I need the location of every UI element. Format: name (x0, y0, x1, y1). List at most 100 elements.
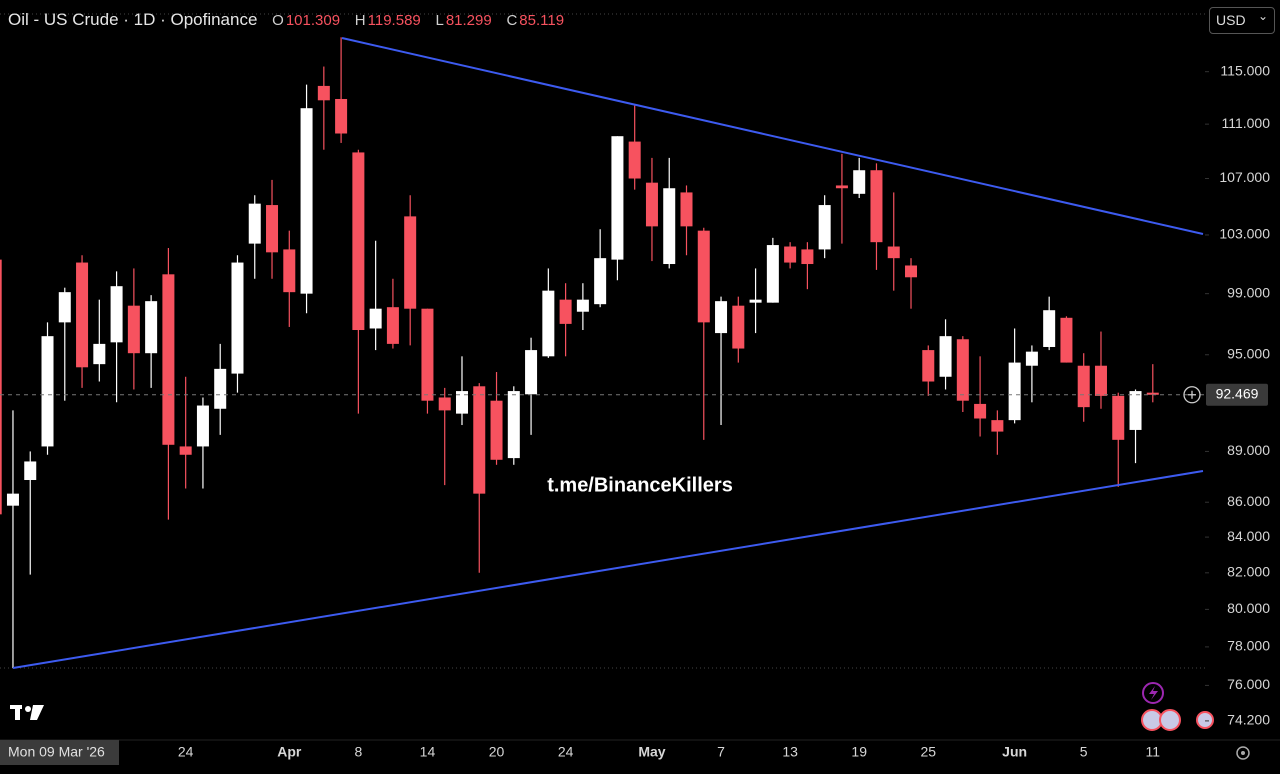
x-tick-label: 11 (1146, 744, 1161, 760)
x-tick-label: 13 (782, 744, 798, 760)
candle-body (853, 170, 866, 194)
x-tick-label: 19 (851, 744, 867, 760)
event-icons (1141, 682, 1214, 731)
candle-body (0, 259, 2, 515)
candle-body (490, 400, 503, 460)
candle-body (1043, 310, 1056, 347)
candle-body (939, 336, 952, 377)
y-tick-label: 99.000 (1227, 284, 1270, 300)
candle-body (576, 299, 589, 312)
candle-body (663, 188, 676, 265)
candle-body (559, 299, 572, 324)
y-tick-label: 84.000 (1227, 528, 1270, 544)
currency-select[interactable]: USD (1209, 4, 1275, 34)
symbol-title: Oil - US Crude · 1D · Opofinance (8, 10, 258, 29)
candle-body (835, 185, 848, 189)
y-tick-label: 80.000 (1227, 600, 1270, 616)
candle-body (749, 299, 762, 303)
candle-body (214, 368, 227, 409)
candle-body (369, 308, 382, 329)
candle-body (628, 141, 641, 179)
ohlc-value: 119.589 (367, 12, 421, 29)
ohlc-key: O (272, 12, 284, 29)
x-tick-label: 24 (178, 744, 194, 760)
candle-body (6, 493, 19, 506)
ohlc-value: 81.299 (445, 12, 492, 29)
candle-body (58, 292, 71, 323)
y-tick-label: 107.000 (1219, 169, 1270, 185)
ohlc-value: 101.309 (285, 12, 341, 29)
candle-body (766, 245, 779, 303)
y-tick-label: 115.000 (1220, 62, 1270, 78)
candle-body (715, 301, 728, 334)
candle-body (542, 290, 555, 357)
ohlc-key: C (506, 12, 518, 29)
x-tick-label: Apr (277, 744, 302, 760)
y-tick-label: 74.200 (1227, 712, 1270, 728)
candle-body (1112, 395, 1125, 440)
candle-body (887, 246, 900, 259)
candle-body (732, 305, 745, 349)
candle-body (525, 350, 538, 395)
candle-body (404, 216, 417, 309)
candle-body (680, 192, 693, 227)
candle-body (507, 391, 520, 459)
candle-body (1025, 351, 1038, 366)
candle-body (317, 85, 330, 101)
candle-body (110, 286, 123, 343)
last-price-box (1206, 383, 1268, 406)
symbol-header: Oil - US Crude · 1D · Opofinance O 101.30… (8, 10, 564, 30)
x-tick-label: 24 (558, 744, 574, 760)
candle-body (455, 391, 468, 414)
candle-body (266, 205, 279, 253)
y-tick-label: 82.000 (1227, 564, 1270, 580)
y-tick-label: 76.000 (1227, 676, 1270, 692)
x-tick-label: 7 (717, 744, 725, 760)
candle-body (438, 397, 451, 411)
candle-body (386, 307, 399, 344)
candle-body (231, 262, 244, 374)
candle-body (594, 258, 607, 305)
y-tick-label: 111.000 (1221, 115, 1270, 131)
candle-body (905, 265, 918, 278)
y-tick-label: 86.000 (1227, 493, 1270, 509)
watermark: t.me/BinanceKillers (547, 474, 733, 496)
candle-body (300, 108, 313, 294)
candle-body (1060, 317, 1073, 363)
candle-body (1146, 392, 1159, 395)
candle-body (1129, 391, 1142, 430)
ohlc-value: 85.119 (519, 12, 565, 29)
candle-body (956, 339, 969, 401)
last-price-label: 92.469 (1216, 385, 1259, 401)
settings-icon[interactable] (1236, 746, 1250, 760)
candle-body (1008, 362, 1021, 421)
candles (0, 37, 1159, 668)
x-tick-label: May (638, 744, 665, 760)
x-tick-label: 8 (354, 744, 362, 760)
add-alert-icon[interactable] (1183, 386, 1201, 404)
candle-body (93, 343, 106, 365)
candle-body (473, 386, 486, 494)
crosshair-date-box (0, 740, 119, 765)
candle-body (41, 336, 54, 447)
y-tick-label: 78.000 (1227, 638, 1270, 654)
candle-body (1077, 365, 1090, 408)
ohlc-key: L (435, 12, 444, 29)
candle-body (248, 203, 261, 244)
candle-body (697, 230, 710, 323)
candle-body (818, 205, 831, 250)
candle-body (611, 136, 624, 260)
y-tick-label: 103.000 (1219, 226, 1270, 242)
trendline-lower (12, 470, 1204, 669)
candle-body (352, 152, 365, 331)
crosshair-date: Mon 09 Mar '26 (8, 744, 105, 760)
candle-body (162, 274, 175, 445)
x-tick-label: 25 (920, 744, 936, 760)
x-tick-label: 20 (489, 744, 505, 760)
candle-body (801, 249, 814, 265)
candle-body (283, 249, 296, 293)
y-tick-label: 89.000 (1227, 442, 1270, 458)
x-tick-label: 14 (420, 744, 436, 760)
